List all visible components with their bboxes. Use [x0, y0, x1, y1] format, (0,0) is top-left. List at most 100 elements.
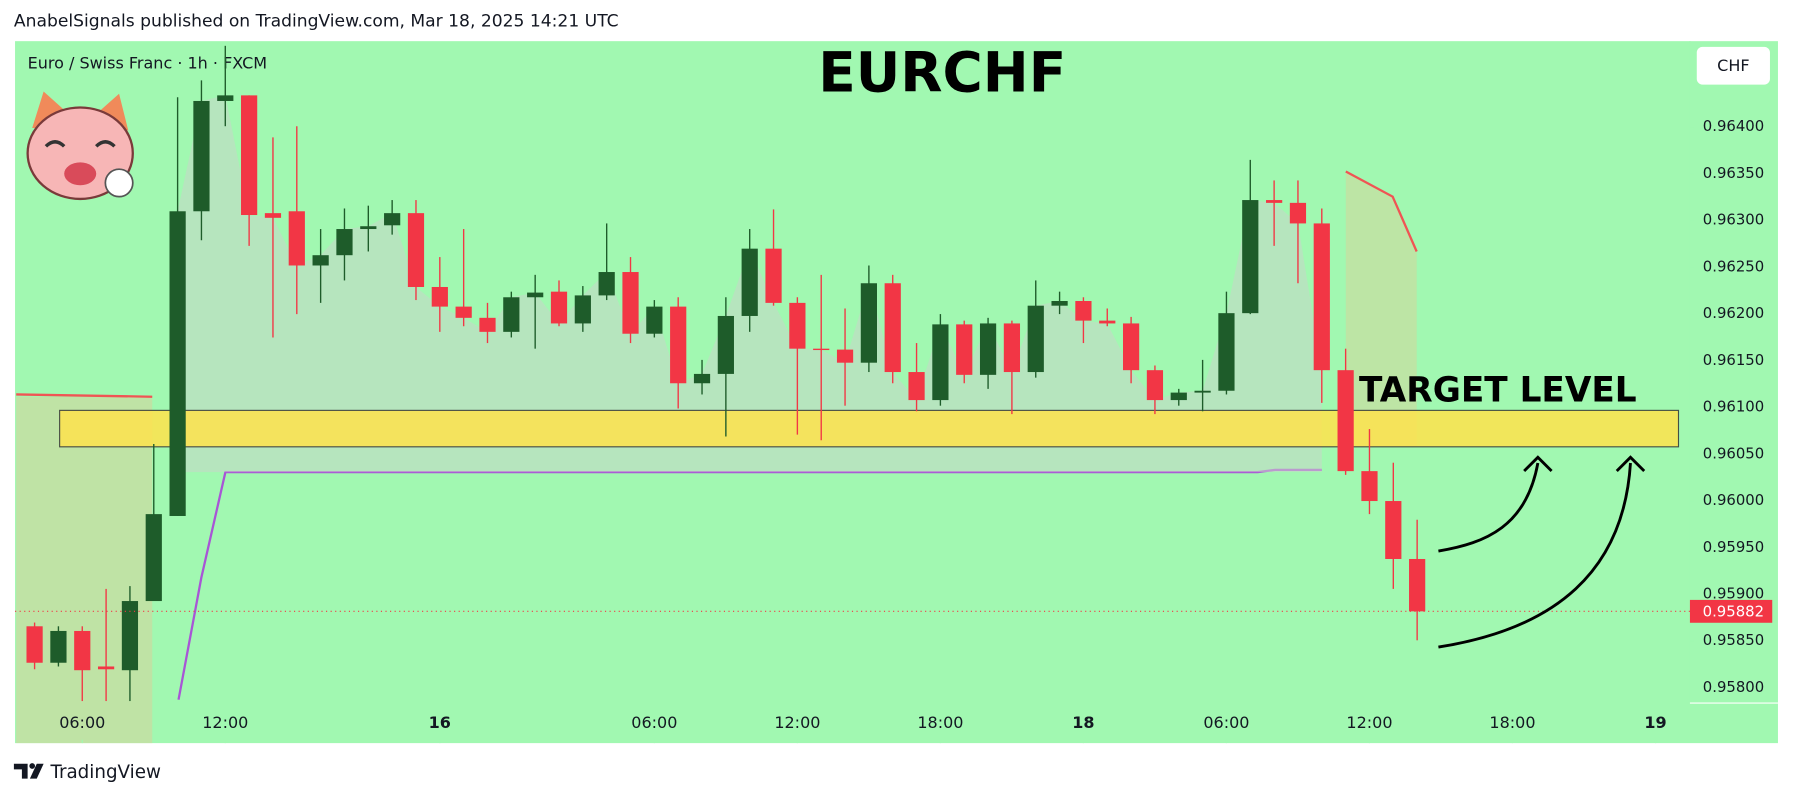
candle-body: [288, 211, 305, 266]
candle-body: [598, 272, 615, 296]
candle-body: [836, 349, 854, 363]
arrow: [1438, 462, 1540, 553]
x-tick-label: 18:00: [917, 713, 963, 732]
candle-body: [479, 317, 496, 332]
y-tick-label: 0.96350: [1703, 164, 1764, 182]
x-tick-label: 06:00: [631, 713, 677, 732]
x-tick-label: 19: [1644, 713, 1666, 732]
candle-body: [50, 630, 67, 663]
candle-body: [312, 255, 329, 266]
candle-body: [336, 229, 353, 256]
candle-body: [1242, 200, 1259, 314]
indicator-line: [1345, 170, 1418, 252]
candle-body: [1194, 390, 1211, 393]
candle-body: [121, 601, 139, 671]
y-tick-label: 0.95850: [1703, 631, 1764, 649]
y-tick-label: 0.95900: [1703, 585, 1764, 603]
logo-cat: [26, 91, 134, 201]
right-zone-shade: [1345, 171, 1417, 446]
candle-body: [455, 306, 472, 318]
candle-body: [1051, 301, 1068, 306]
candle-body: [1313, 223, 1330, 371]
currency-button[interactable]: [1696, 46, 1770, 85]
publish-header: AnabelSignals published on TradingView.c…: [14, 12, 619, 32]
candle-body: [908, 372, 925, 401]
candle-body: [1146, 370, 1164, 401]
target-zone: [59, 409, 1680, 448]
candle-body: [1385, 501, 1402, 559]
candle-body: [1361, 471, 1378, 502]
last-price-label: 0.95882: [1703, 602, 1764, 620]
candle-body: [979, 323, 997, 375]
arrow: [1438, 462, 1632, 649]
candle-body: [1027, 305, 1044, 373]
footer-logo: [13, 763, 44, 779]
indicator-line: [16, 393, 153, 398]
candle-body: [717, 315, 734, 374]
y-tick-label: 0.96300: [1703, 211, 1764, 229]
candle-body: [932, 324, 949, 401]
last-price-badge: [1689, 599, 1773, 623]
candle-body: [1170, 392, 1187, 401]
y-tick-label: 0.96050: [1703, 444, 1764, 462]
y-tick-label: 0.95800: [1703, 678, 1764, 696]
candle-body: [384, 213, 401, 226]
candle-body: [550, 291, 568, 324]
arrow-head: [1615, 455, 1646, 473]
candle-body: [145, 514, 162, 602]
tv-icon-dot: [29, 763, 36, 769]
candle-body: [1409, 558, 1426, 612]
candle-body: [765, 248, 782, 303]
candle-body: [1122, 323, 1140, 371]
candle-body: [1075, 301, 1092, 321]
candle-body: [860, 283, 877, 363]
y-tick-label: 0.96250: [1703, 257, 1764, 275]
annotation: TARGET LEVEL: [1359, 371, 1637, 411]
candle-body: [1099, 320, 1116, 324]
plot: 0.96400 0.96350 0.96300 0.96250 0.96200 0.961…: [15, 41, 1778, 744]
x-tick-label: 18:00: [1489, 713, 1535, 732]
y-tick-label: 0.95950: [1703, 538, 1764, 556]
currency-label[interactable]: CHF: [1717, 56, 1749, 75]
chart-title: EURCHF: [818, 41, 1066, 105]
candle-body: [169, 211, 186, 516]
footer-brand: TradingView: [49, 762, 161, 783]
candle-body: [574, 295, 591, 324]
candle-body: [1266, 200, 1283, 203]
candle-body: [217, 95, 234, 101]
x-tick-label: 12:00: [774, 713, 820, 732]
x-tick-label: 12:00: [1346, 713, 1392, 732]
candle-body: [241, 95, 258, 216]
y-tick-label: 0.96400: [1703, 117, 1764, 135]
candle-body: [264, 213, 282, 218]
left-zone-shade: [16, 396, 153, 744]
x-tick-label: 18: [1072, 713, 1094, 732]
candle-body: [97, 666, 115, 670]
x-tick-label: 16: [429, 713, 451, 732]
candle-body: [74, 630, 91, 671]
candle-body: [646, 306, 663, 334]
candle-body: [503, 297, 520, 332]
candle-body: [1003, 323, 1021, 373]
candle-body: [26, 626, 43, 663]
candle-body: [741, 248, 758, 316]
candle-body: [884, 283, 901, 373]
candle-body: [622, 272, 639, 334]
x-tick-label: 06:00: [1203, 713, 1249, 732]
candle-body: [527, 292, 544, 298]
candle-body: [956, 324, 973, 375]
candle-body: [407, 213, 425, 287]
arrow-head: [1523, 455, 1553, 473]
candle-body: [670, 306, 687, 384]
x-tick-label: 12:00: [202, 713, 248, 732]
candle-body: [1289, 202, 1307, 224]
candle-body: [1218, 313, 1235, 391]
candle-body: [789, 302, 806, 349]
y-tick-label: 0.96000: [1703, 491, 1764, 509]
candle-body: [693, 373, 711, 384]
y-tick-label: 0.96100: [1703, 398, 1764, 416]
candle-body: [813, 348, 830, 351]
arrows: [1438, 455, 1646, 649]
